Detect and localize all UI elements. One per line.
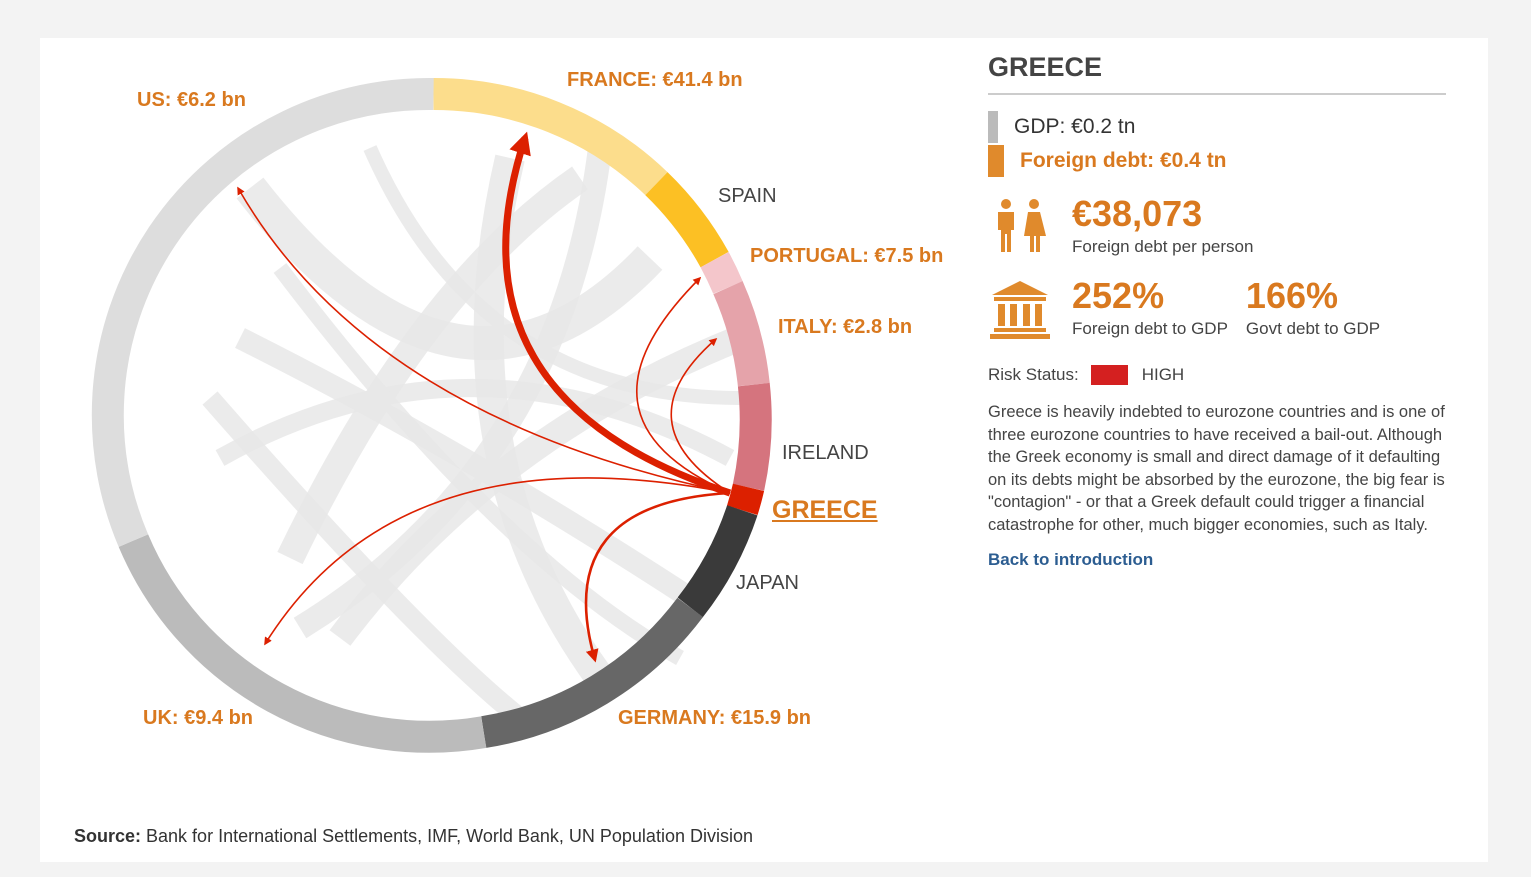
ring-segment-japan[interactable] [677, 505, 758, 618]
per-person-row: €38,073 Foreign debt per person [988, 195, 1446, 259]
gdp-text: GDP: €0.2 tn [1014, 115, 1136, 138]
ring [91, 77, 772, 753]
description: Greece is heavily indebted to eurozone c… [988, 403, 1445, 534]
label-ireland[interactable]: IRELAND [782, 442, 869, 464]
source-text: Bank for International Settlements, IMF,… [141, 826, 753, 846]
govt-debt-to-gdp-value: 166% [1245, 275, 1338, 316]
ring-segment-portugal[interactable] [700, 252, 743, 294]
chart-panel: FRANCE: €41.4 bn SPAIN PORTUGAL: €7.5 bn… [40, 38, 1488, 862]
ratio-row: 252% Foreign debt to GDP 166% Govt debt … [988, 277, 1446, 341]
ring-segment-us[interactable] [91, 77, 434, 547]
greece-flows [237, 131, 732, 663]
ring-segment-spain[interactable] [645, 172, 729, 268]
foreign-debt-text: Foreign debt: €0.4 tn [1020, 149, 1227, 172]
label-spain[interactable]: SPAIN [718, 185, 777, 207]
foreign-debt-row: Foreign debt: €0.4 tn [988, 145, 1446, 177]
ring-segment-germany[interactable] [481, 597, 704, 748]
flow-greece-uk[interactable] [264, 477, 731, 646]
risk-swatch [1090, 365, 1128, 385]
flow-greece-germany[interactable] [584, 491, 731, 663]
bank-icon [990, 281, 1050, 339]
ring-segment-greece[interactable] [726, 483, 765, 516]
ring-segment-italy[interactable] [713, 281, 770, 387]
info-panel: GREECE GDP: €0.2 tn Foreign debt: €0.4 t… [988, 52, 1446, 570]
label-uk[interactable]: UK: €9.4 bn [143, 707, 254, 729]
flow-greece-france[interactable] [502, 131, 732, 497]
label-germany[interactable]: GERMANY: €15.9 bn [618, 707, 811, 729]
back-to-introduction-link[interactable]: Back to introduction [988, 550, 1154, 569]
risk-row: Risk Status: HIGH [988, 365, 1446, 385]
background-chords [202, 145, 745, 726]
label-japan[interactable]: JAPAN [736, 572, 799, 594]
label-portugal[interactable]: PORTUGAL: €7.5 bn [750, 245, 944, 267]
foreign-debt-to-gdp-label: Foreign debt to GDP [1072, 319, 1228, 338]
label-greece[interactable]: GREECE [772, 496, 878, 524]
ring-segment-france[interactable] [433, 77, 668, 196]
source-note: Source: Bank for International Settlemen… [74, 826, 753, 847]
info-title: GREECE [988, 52, 1446, 95]
gdp-swatch [988, 111, 998, 143]
risk-label: Risk Status: [988, 365, 1079, 384]
govt-debt-to-gdp-label: Govt debt to GDP [1245, 319, 1381, 338]
per-person-value: €38,073 [1072, 193, 1203, 234]
flow-greece-italy[interactable] [670, 337, 731, 494]
ring-segment-uk[interactable] [118, 534, 487, 753]
flow-greece-us[interactable] [237, 186, 731, 494]
label-us[interactable]: US: €6.2 bn [137, 89, 246, 111]
flow-greece-portugal[interactable] [636, 276, 731, 494]
label-italy[interactable]: ITALY: €2.8 bn [778, 316, 913, 338]
foreign-debt-swatch [988, 145, 1004, 177]
chord-diagram [91, 77, 772, 753]
foreign-debt-to-gdp-value: 252% [1072, 275, 1165, 316]
gdp-row: GDP: €0.2 tn [988, 111, 1446, 143]
ring-segment-ireland[interactable] [732, 382, 772, 491]
people-icon [998, 199, 1046, 252]
per-person-label: Foreign debt per person [1072, 237, 1254, 256]
label-france[interactable]: FRANCE: €41.4 bn [567, 69, 743, 91]
source-label: Source: [74, 826, 142, 846]
risk-value: HIGH [1141, 365, 1185, 384]
